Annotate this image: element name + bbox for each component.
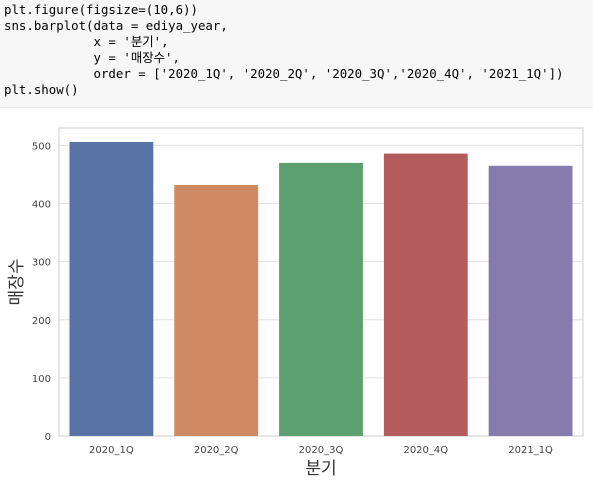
bar-chart: 0 100 200 300 400 500 2020_1Q 2020_2Q 2020_3Q 202… (7, 127, 584, 479)
y-tick-label: 300 (32, 258, 51, 269)
code-line: plt.figure(figsize=(10,6)) (4, 2, 198, 17)
bar (69, 141, 154, 436)
y-tick-label: 500 (32, 141, 51, 152)
x-tick-label: 2020_3Q (299, 445, 344, 456)
code-line: sns.barplot(data = ediya_year, (4, 18, 228, 33)
code-line: order = ['2020_1Q', '2020_2Q', '2020_3Q'… (4, 66, 564, 81)
bar (174, 184, 259, 436)
bar (279, 162, 363, 436)
x-axis-label: 분기 (305, 459, 336, 479)
x-tick-label: 2020_4Q (403, 445, 448, 456)
y-tick-label: 0 (45, 432, 51, 443)
code-line: x = '분기', (4, 34, 169, 49)
y-axis-label: 매장수 (7, 259, 27, 306)
y-tick-label: 200 (32, 316, 51, 327)
bar (488, 165, 573, 436)
y-tick-label: 100 (32, 374, 51, 385)
code-cell[interactable]: plt.figure(figsize=(10,6)) sns.barplot(d… (0, 0, 593, 108)
code-line: plt.show() (4, 82, 79, 97)
y-tick-label: 400 (32, 200, 51, 211)
x-tick-label: 2020_2Q (194, 445, 239, 456)
bar (383, 153, 468, 436)
x-tick-label: 2021_1Q (508, 445, 553, 456)
code-line: y = '매장수', (4, 50, 180, 65)
x-tick-label: 2020_1Q (89, 445, 134, 456)
plot-output: 0 100 200 300 400 500 2020_1Q 2020_2Q 2020_3Q 202… (0, 108, 593, 489)
